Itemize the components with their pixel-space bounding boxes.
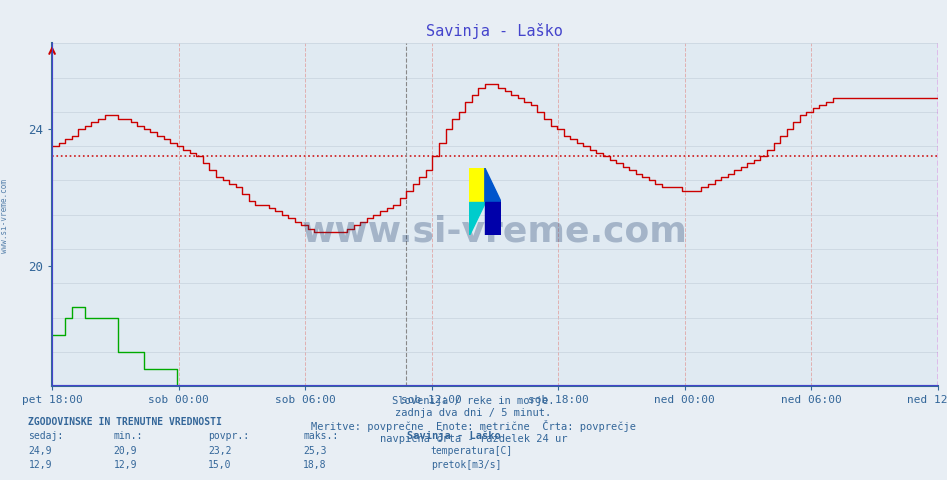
Text: pretok[m3/s]: pretok[m3/s]	[431, 460, 501, 470]
Text: 23,2: 23,2	[208, 445, 232, 456]
Text: 12,9: 12,9	[28, 460, 52, 470]
Text: 24,9: 24,9	[28, 445, 52, 456]
Polygon shape	[469, 168, 485, 202]
Text: 18,8: 18,8	[303, 460, 327, 470]
Polygon shape	[485, 168, 501, 202]
Text: www.si-vreme.com: www.si-vreme.com	[302, 215, 688, 249]
Text: sedaj:: sedaj:	[28, 431, 63, 441]
Text: 15,0: 15,0	[208, 460, 232, 470]
Text: maks.:: maks.:	[303, 431, 338, 441]
Text: temperatura[C]: temperatura[C]	[431, 445, 513, 456]
Text: min.:: min.:	[114, 431, 143, 441]
Polygon shape	[469, 202, 485, 235]
Text: 25,3: 25,3	[303, 445, 327, 456]
Text: www.si-vreme.com: www.si-vreme.com	[0, 179, 9, 253]
Text: Savinja - Laško: Savinja - Laško	[407, 430, 501, 441]
Polygon shape	[485, 202, 501, 235]
Title: Savinja - Laško: Savinja - Laško	[426, 23, 563, 39]
Text: 12,9: 12,9	[114, 460, 137, 470]
Text: povpr.:: povpr.:	[208, 431, 249, 441]
Text: Slovenija / reke in morje.
zadnja dva dni / 5 minut.
Meritve: povprečne  Enote: : Slovenija / reke in morje. zadnja dva dn…	[311, 396, 636, 444]
Text: 20,9: 20,9	[114, 445, 137, 456]
Text: ZGODOVINSKE IN TRENUTNE VREDNOSTI: ZGODOVINSKE IN TRENUTNE VREDNOSTI	[28, 417, 223, 427]
